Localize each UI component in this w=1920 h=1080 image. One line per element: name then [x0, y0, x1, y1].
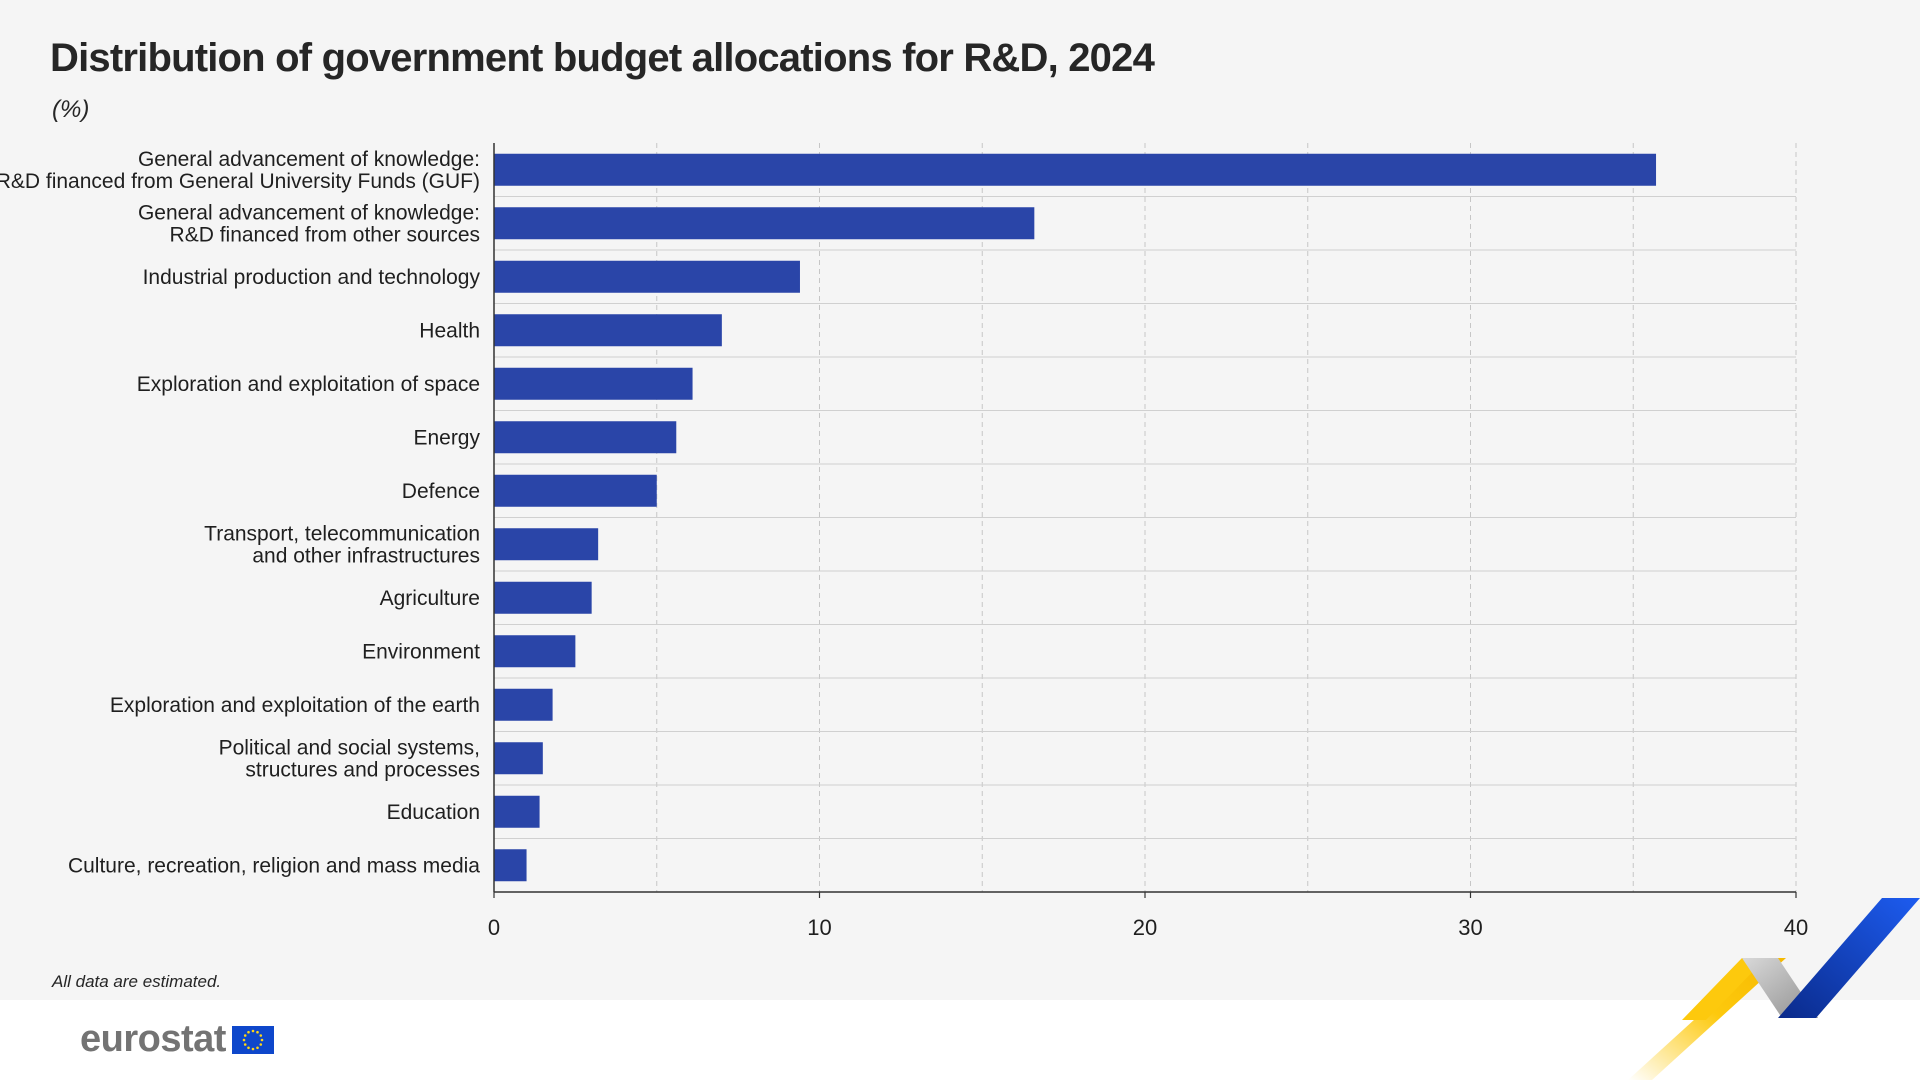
category-label: Exploration and exploitation of the eart…	[110, 694, 480, 717]
bar	[494, 635, 576, 668]
category-label: Transport, telecommunication and other in…	[204, 522, 480, 567]
yellow-ribbon	[1628, 958, 1786, 1080]
category-label: Defence	[402, 480, 480, 503]
category-label: Culture, recreation, religion and mass m…	[68, 854, 480, 877]
bar	[494, 367, 693, 400]
category-label: General advancement of knowledge: R&D fin…	[0, 148, 480, 193]
bar	[494, 421, 677, 454]
category-label: Education	[387, 801, 480, 824]
bar	[494, 474, 657, 507]
footer-band	[0, 1000, 1920, 1080]
bar-chart: General advancement of knowledge: R&D fin…	[0, 143, 1808, 940]
eurostat-wordmark: eurostat	[80, 1018, 226, 1060]
blue-ribbon	[1778, 898, 1920, 1018]
category-label: Industrial production and technology	[143, 266, 481, 289]
bar	[494, 849, 527, 882]
x-tick-label: 20	[1133, 915, 1157, 940]
bar	[494, 207, 1035, 240]
bar	[494, 795, 540, 828]
category-label: Exploration and exploitation of space	[137, 373, 480, 396]
x-tick-label: 0	[488, 915, 500, 940]
footnote: All data are estimated.	[52, 972, 222, 991]
category-label: Political and social systems, structures …	[219, 736, 480, 781]
chart-subtitle-unit: (%)	[52, 96, 90, 123]
category-label: Health	[419, 319, 480, 342]
category-label: Environment	[362, 640, 480, 663]
bar	[494, 153, 1657, 186]
bar	[494, 260, 800, 293]
category-label: Energy	[413, 426, 480, 449]
eurostat-logo: eurostat	[80, 1018, 274, 1061]
eu-flag-icon	[231, 1025, 274, 1054]
bar	[494, 742, 543, 775]
x-tick-label: 30	[1458, 915, 1482, 940]
bar	[494, 314, 722, 347]
category-label: Agriculture	[380, 587, 480, 610]
chart-title: Distribution of government budget alloca…	[50, 36, 1155, 80]
x-tick-label: 40	[1784, 915, 1808, 940]
x-tick-label: 10	[807, 915, 831, 940]
bar	[494, 688, 553, 721]
bar	[494, 528, 599, 561]
yellow-ribbon-upper	[1682, 958, 1766, 1020]
bar	[494, 581, 592, 614]
category-label: General advancement of knowledge: R&D fin…	[138, 201, 480, 246]
